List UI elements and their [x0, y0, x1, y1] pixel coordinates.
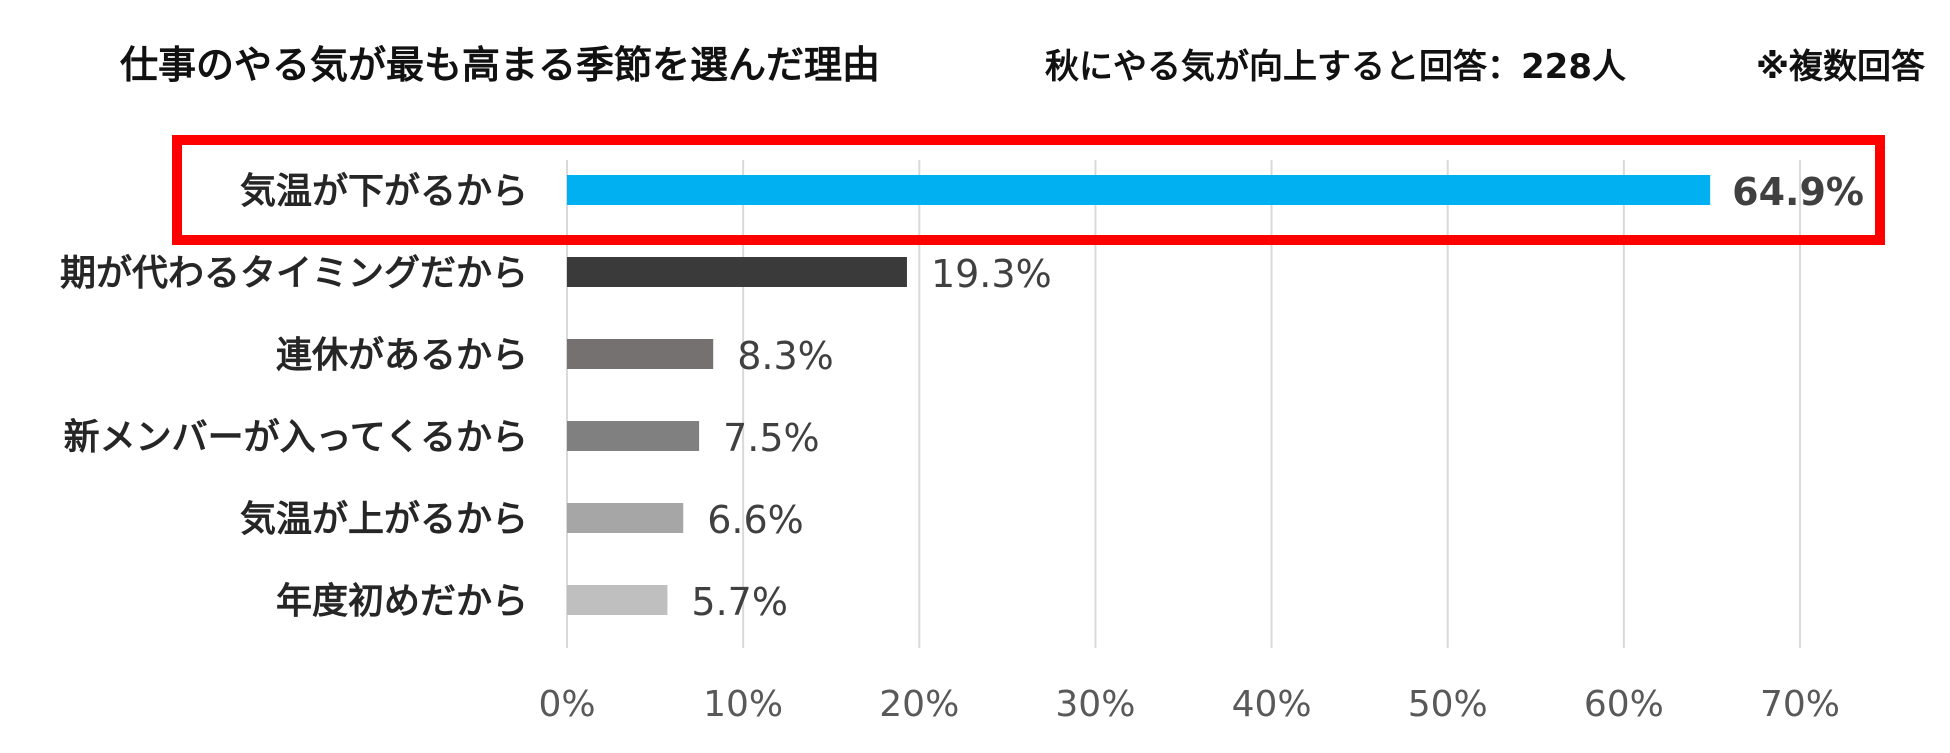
bar — [567, 339, 714, 369]
category-label: 新メンバーが入ってくるから — [64, 417, 528, 458]
value-label: 7.5% — [723, 416, 820, 460]
chart-subtitle: 秋にやる気が向上すると回答：228人 — [1045, 47, 1626, 87]
value-label: 5.7% — [691, 580, 788, 624]
category-label: 気温が上がるから — [240, 499, 528, 540]
chart-title: 仕事のやる気が最も高まる季節を選んだ理由 — [120, 43, 880, 87]
value-label: 19.3% — [931, 252, 1052, 296]
value-label: 6.6% — [707, 498, 804, 542]
bars — [567, 175, 1711, 615]
value-label: 64.9% — [1732, 170, 1864, 214]
category-label: 年度初めだから — [276, 581, 528, 622]
bar — [567, 175, 1711, 205]
x-tick-label: 40% — [1232, 684, 1312, 725]
highlight-layer — [172, 135, 1885, 245]
highlight-box — [172, 135, 1885, 245]
x-tick-label: 0% — [538, 684, 595, 725]
category-label: 気温が下がるから — [240, 171, 528, 212]
x-axis-tick-labels: 0% 10% 20% 30% 40% 50% 60% 70% — [538, 684, 1840, 725]
value-labels: 64.9% 19.3% 8.3% 7.5% 6.6% 5.7% — [691, 170, 1864, 624]
gridlines — [566, 160, 1801, 648]
chart-header: 仕事のやる気が最も高まる季節を選んだ理由 秋にやる気が向上すると回答：228人 … — [120, 43, 1926, 87]
x-tick-label: 50% — [1408, 684, 1488, 725]
bar — [567, 585, 668, 615]
category-label: 連休があるから — [276, 335, 528, 376]
value-label: 8.3% — [737, 334, 834, 378]
x-tick-label: 10% — [703, 684, 783, 725]
bar — [567, 257, 907, 287]
category-labels: 気温が下がるから期が代わるタイミングだから連休があるから新メンバーが入ってくるか… — [60, 171, 528, 622]
x-tick-label: 70% — [1760, 684, 1840, 725]
x-tick-label: 60% — [1584, 684, 1664, 725]
x-tick-label: 30% — [1055, 684, 1135, 725]
x-tick-label: 20% — [879, 684, 959, 725]
bar — [567, 503, 684, 533]
bar — [567, 421, 700, 451]
category-label: 期が代わるタイミングだから — [60, 253, 528, 294]
chart-note: ※複数回答 — [1756, 47, 1926, 87]
